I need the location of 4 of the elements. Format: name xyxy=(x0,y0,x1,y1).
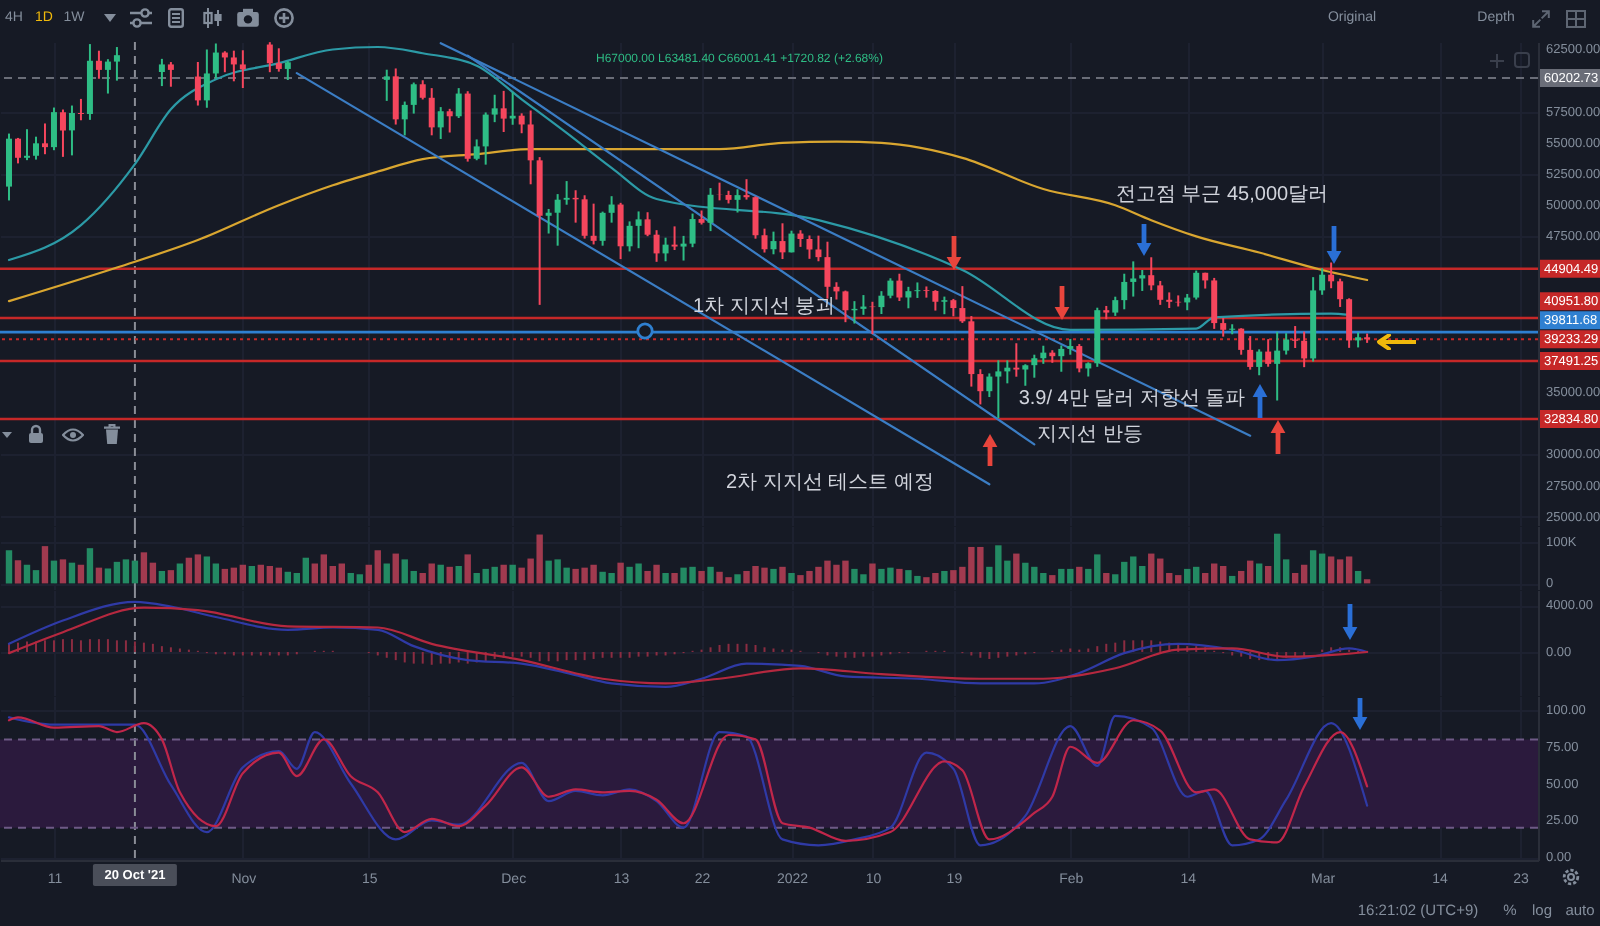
annotation: 지지선 반등 xyxy=(1037,424,1143,446)
annotation: 전고점 부근 45,000달러 xyxy=(1115,184,1329,206)
annotation: 2차 지지선 테스트 예정 xyxy=(726,472,934,494)
annotation: 1차 지지선 붕괴 xyxy=(692,296,836,318)
